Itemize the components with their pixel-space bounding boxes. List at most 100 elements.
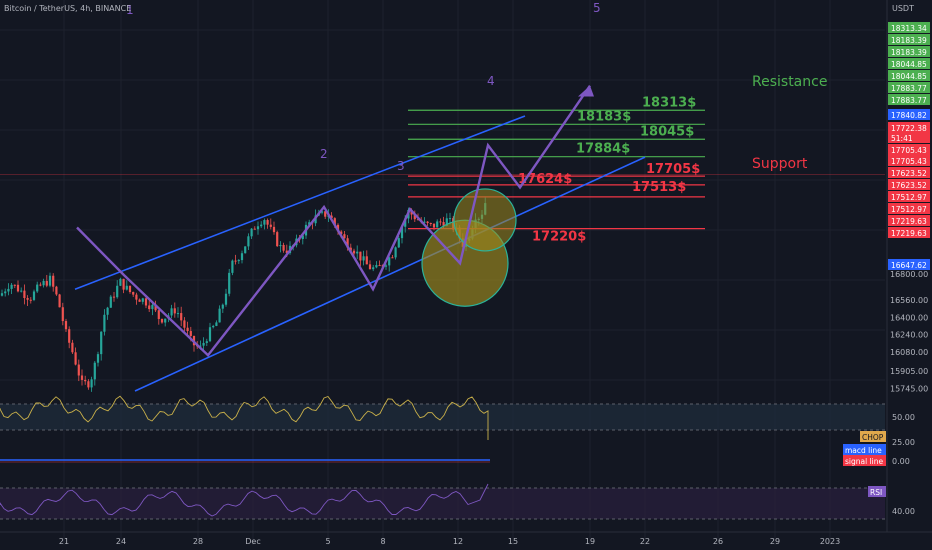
axis-currency: USDT bbox=[892, 4, 914, 13]
price-badge bbox=[888, 94, 930, 105]
price-badge-label: 17705.43 bbox=[891, 157, 927, 166]
x-tick-label: 15 bbox=[508, 537, 518, 546]
candle-body bbox=[32, 291, 36, 300]
candle-body bbox=[93, 362, 96, 380]
candle-body bbox=[80, 375, 84, 380]
candle-body bbox=[263, 220, 266, 225]
candle-body bbox=[36, 284, 39, 292]
price-badge-label: 17623.52 bbox=[891, 181, 927, 190]
candle-body bbox=[250, 228, 253, 237]
candle-body bbox=[103, 314, 106, 332]
candle-body bbox=[205, 341, 208, 343]
y-tick-label: 15745.00 bbox=[890, 384, 928, 393]
candle-body bbox=[180, 313, 183, 321]
candle-body bbox=[429, 223, 432, 225]
price-badge bbox=[888, 215, 930, 226]
x-tick-label: 22 bbox=[640, 537, 650, 546]
candle-body bbox=[416, 219, 420, 221]
candle-body bbox=[256, 226, 260, 230]
candle-body bbox=[170, 308, 173, 316]
candle-body bbox=[448, 218, 452, 220]
candle-body bbox=[202, 342, 205, 346]
candle-body bbox=[359, 251, 362, 261]
candle-body bbox=[16, 284, 20, 292]
candle-body bbox=[148, 305, 151, 310]
candle-body bbox=[442, 222, 445, 226]
rsi-tick-label: 40.00 bbox=[892, 507, 915, 516]
candle-body bbox=[138, 299, 141, 302]
candle-body bbox=[346, 238, 349, 248]
candle-body bbox=[45, 280, 48, 286]
wave-label: 1 bbox=[126, 3, 134, 17]
price-badge-label: 18183.39 bbox=[891, 48, 927, 57]
candle-body bbox=[109, 296, 112, 308]
y-tick-label: 16560.00 bbox=[890, 296, 928, 305]
price-badge-label: 18313.34 bbox=[891, 24, 927, 33]
x-tick-label: 19 bbox=[585, 537, 595, 546]
price-badge-label: 17623.52 bbox=[891, 169, 927, 178]
candle-body bbox=[432, 223, 436, 228]
candle-body bbox=[160, 318, 164, 323]
candle-body bbox=[404, 218, 407, 227]
candle-body bbox=[320, 211, 324, 213]
price-badge-label: 17883.77 bbox=[891, 84, 927, 93]
symbol-title[interactable]: Bitcoin / TetherUS, 4h, BINANCE bbox=[4, 4, 132, 13]
candle-body bbox=[4, 291, 7, 294]
candle-body bbox=[340, 231, 343, 235]
candle-body bbox=[445, 218, 448, 226]
candle-body bbox=[100, 331, 103, 355]
price-badge bbox=[888, 227, 930, 238]
candle-body bbox=[436, 221, 439, 228]
candle-body bbox=[90, 379, 93, 388]
candle-body bbox=[282, 244, 285, 251]
x-tick-label: 12 bbox=[453, 537, 463, 546]
chop-tick-label: 50.00 bbox=[892, 413, 915, 422]
candle-body bbox=[141, 298, 144, 302]
resistance-annotation: Resistance bbox=[752, 74, 827, 90]
rsi-line bbox=[0, 483, 489, 517]
signal-legend-badge bbox=[843, 455, 886, 466]
candle-body bbox=[324, 211, 327, 217]
candle-body bbox=[426, 221, 429, 224]
candle-body bbox=[218, 308, 221, 323]
candle-body bbox=[269, 224, 272, 227]
candle-body bbox=[343, 234, 346, 239]
candle-body bbox=[13, 284, 16, 286]
candle-body bbox=[221, 304, 224, 309]
channel-upper bbox=[74, 115, 526, 290]
support-label: 17513$ bbox=[632, 180, 686, 195]
candle-body bbox=[112, 296, 116, 298]
y-tick-label: 16400.00 bbox=[890, 313, 928, 322]
chop-line bbox=[0, 395, 489, 440]
price-badge bbox=[888, 179, 930, 190]
candle-body bbox=[352, 250, 356, 254]
candle-body bbox=[356, 251, 359, 254]
candle-body bbox=[173, 308, 176, 314]
wave-label: 4 bbox=[487, 74, 495, 88]
y-tick-label: 16240.00 bbox=[890, 331, 928, 340]
wave-label: 5 bbox=[593, 1, 601, 15]
candle-body bbox=[439, 221, 442, 223]
candle-body bbox=[23, 290, 26, 299]
candle-body bbox=[96, 354, 100, 363]
candle-body bbox=[157, 310, 160, 319]
macd-tick-label: 0.00 bbox=[892, 457, 910, 466]
price-badge-label: 18044.85 bbox=[891, 60, 927, 69]
wave-arrow bbox=[578, 85, 594, 97]
support-label: 17705$ bbox=[646, 162, 700, 177]
wave-path bbox=[76, 85, 591, 358]
x-tick-label: 21 bbox=[59, 537, 69, 546]
candle-body bbox=[20, 290, 23, 292]
candle-body bbox=[176, 313, 180, 315]
candle-body bbox=[375, 265, 378, 268]
candle-body bbox=[64, 321, 68, 330]
candle-body bbox=[240, 253, 244, 261]
candle-body bbox=[272, 226, 276, 233]
candle-body bbox=[116, 285, 119, 298]
candle-body bbox=[29, 299, 32, 301]
candle-body bbox=[183, 320, 186, 328]
rsi-badge bbox=[868, 486, 886, 497]
candle-body bbox=[231, 260, 234, 273]
